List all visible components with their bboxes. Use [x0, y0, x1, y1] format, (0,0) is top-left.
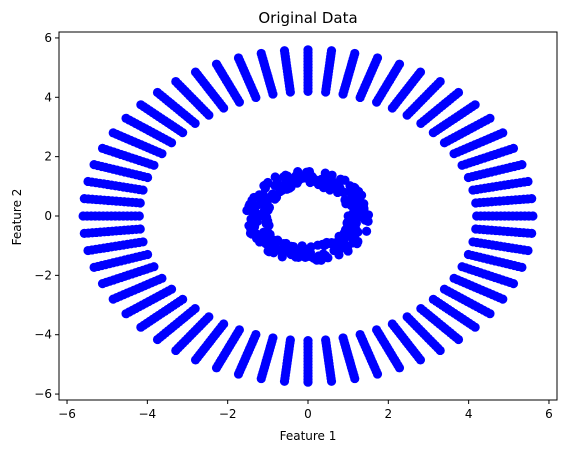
- x-tick-label: 6: [545, 407, 553, 421]
- y-tick-label: 0: [44, 209, 52, 223]
- outer-ring-point: [453, 87, 464, 98]
- outer-ring-point: [190, 67, 201, 77]
- outer-ring-point: [108, 128, 118, 138]
- outer-ring-point: [303, 377, 313, 387]
- outer-ring-point: [394, 59, 405, 69]
- outer-ring-point: [97, 143, 108, 153]
- outer-ring-point: [517, 262, 527, 272]
- x-tick-label: 4: [465, 407, 473, 421]
- outer-ring-point: [415, 355, 426, 365]
- y-axis-label: Feature 2: [10, 189, 24, 246]
- y-axis-ticks: −6 −4 −2 0 2 4 6: [34, 31, 59, 401]
- y-tick-label: 4: [44, 90, 52, 104]
- outer-ring-point: [256, 48, 266, 59]
- outer-ring-point: [326, 376, 337, 386]
- outer-ring-point: [211, 59, 222, 69]
- outer-ring-point: [89, 160, 99, 170]
- outer-ring-point: [527, 228, 537, 238]
- outer-ring-point: [508, 279, 519, 289]
- outer-ring-point: [83, 245, 93, 256]
- x-tick-label: 0: [304, 407, 312, 421]
- outer-ring-point: [470, 322, 480, 332]
- outer-ring-point: [136, 322, 146, 332]
- y-tick-label: −6: [34, 387, 52, 401]
- outer-ring-point: [527, 194, 537, 204]
- outer-ring-point: [453, 334, 464, 345]
- y-tick-label: −4: [34, 328, 52, 342]
- outer-ring-point: [233, 369, 244, 379]
- outer-ring-point: [97, 279, 108, 289]
- outer-ring-point: [470, 100, 480, 110]
- inner-ring-point: [336, 174, 346, 184]
- outer-ring-point: [485, 113, 495, 123]
- outer-ring-point: [498, 294, 508, 304]
- data-points: [78, 45, 538, 387]
- y-tick-label: −2: [34, 268, 52, 282]
- outer-ring-point: [279, 376, 290, 386]
- outer-ring-point: [517, 160, 527, 170]
- outer-ring-point: [394, 363, 405, 373]
- outer-ring-point: [435, 76, 445, 87]
- outer-ring-point: [79, 228, 89, 238]
- x-axis-label: Feature 1: [280, 429, 337, 443]
- outer-ring-point: [121, 113, 131, 123]
- y-tick-label: 6: [44, 31, 52, 45]
- outer-ring-point: [78, 211, 88, 221]
- outer-ring-point: [372, 53, 383, 63]
- outer-ring-point: [415, 67, 426, 77]
- outer-ring-point: [528, 211, 538, 221]
- chart-title: Original Data: [258, 9, 357, 27]
- outer-ring-point: [350, 48, 360, 59]
- inner-ring-point: [277, 252, 287, 262]
- outer-ring-point: [523, 176, 533, 187]
- x-tick-label: −4: [139, 407, 157, 421]
- outer-ring-point: [171, 76, 181, 87]
- outer-ring-point: [136, 100, 146, 110]
- inner-ring-point: [278, 172, 289, 182]
- outer-ring-point: [79, 194, 89, 204]
- inner-ring-point: [340, 195, 350, 205]
- outer-ring-point: [121, 309, 131, 319]
- outer-ring-point: [303, 45, 313, 55]
- outer-ring-point: [152, 87, 163, 98]
- x-tick-label: 2: [385, 407, 393, 421]
- x-tick-label: −2: [219, 407, 237, 421]
- inner-ring-point: [361, 226, 372, 236]
- outer-ring-point: [279, 46, 290, 56]
- outer-ring-point: [89, 262, 99, 272]
- outer-ring-point: [326, 46, 337, 56]
- outer-ring-point: [211, 363, 222, 373]
- outer-ring-point: [256, 373, 266, 384]
- outer-ring-point: [372, 369, 383, 379]
- inner-ring-point: [353, 213, 363, 223]
- inner-ring-point: [362, 212, 372, 222]
- outer-ring-point: [485, 309, 495, 319]
- outer-ring-point: [350, 373, 360, 384]
- outer-ring-point: [190, 355, 201, 365]
- y-tick-label: 2: [44, 150, 52, 164]
- outer-ring-point: [171, 345, 181, 356]
- inner-ring-point: [323, 253, 333, 263]
- outer-ring-point: [152, 334, 163, 345]
- outer-ring-point: [83, 176, 93, 187]
- outer-ring-point: [508, 143, 519, 153]
- outer-ring-point: [233, 53, 244, 63]
- outer-ring-point: [498, 128, 508, 138]
- x-axis-ticks: −6 −4 −2 0 2 4 6: [58, 400, 553, 421]
- outer-ring-point: [523, 245, 533, 256]
- outer-ring-point: [435, 345, 445, 356]
- x-tick-label: −6: [58, 407, 76, 421]
- outer-ring-point: [108, 294, 118, 304]
